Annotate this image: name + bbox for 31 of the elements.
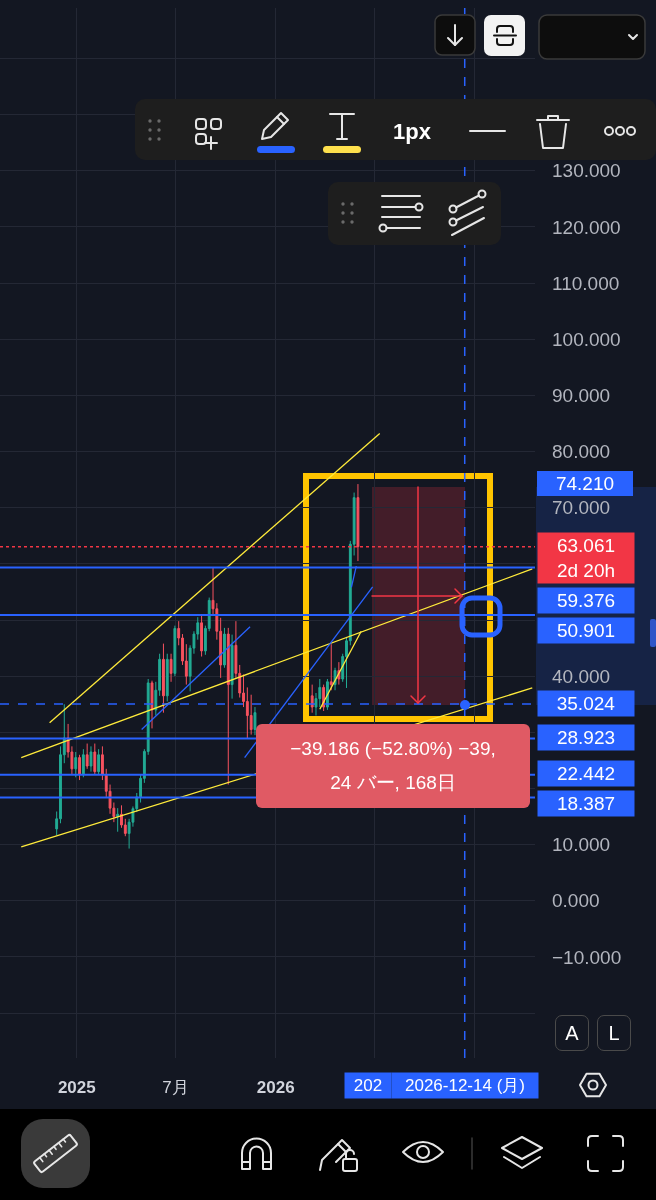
letter-button: A [555, 1015, 589, 1051]
x-tick-label: 2026 [256, 1078, 295, 1097]
y-tick-label: 80.000 [552, 441, 611, 463]
y-tick-label: 90.000 [552, 385, 611, 407]
ref-line-label: 22.442 [556, 763, 616, 784]
tool-panel: 1px [135, 99, 656, 160]
annotation: −39.186 (−52.80%) −39, [289, 737, 497, 761]
x-tick-label: 7月 [162, 1078, 189, 1097]
y-tick-label: 130.000 [552, 160, 621, 182]
x-tick-label: 2025 [57, 1078, 96, 1097]
ref-line-label: 2026-12-14 (月) [404, 1076, 526, 1095]
y-tick-label: 0.000 [552, 890, 600, 912]
ref-line-label: 59.376 [556, 590, 616, 611]
y-tick-label: 110.000 [552, 272, 620, 294]
annotation: 24 バー, 168日 [329, 771, 457, 795]
y-tick-label: −10.000 [552, 946, 622, 968]
text: 202 [353, 1076, 383, 1095]
ref-line-label: 28.923 [556, 727, 616, 748]
label-box: −39.186 (−52.80%) −39, 24 バー, 168日 [256, 724, 530, 808]
y-tick-label: 120.000 [552, 216, 621, 238]
annotation: 1px [393, 119, 431, 145]
y-tick-label: 100.000 [552, 328, 621, 350]
ref-line-label: 18.387 [556, 793, 616, 814]
y-tick-label: 10.000 [552, 834, 611, 856]
y-tick-label: 40.000 [552, 665, 611, 687]
ref-line-label: 63.061 2d 20h [556, 535, 616, 581]
ref-line-label: 50.901 [556, 620, 616, 641]
text: 74.210 [537, 471, 633, 496]
ref-line-label: 35.024 [556, 693, 616, 714]
letter-button: L [597, 1015, 631, 1051]
y-tick-label: 70.000 [552, 497, 611, 519]
